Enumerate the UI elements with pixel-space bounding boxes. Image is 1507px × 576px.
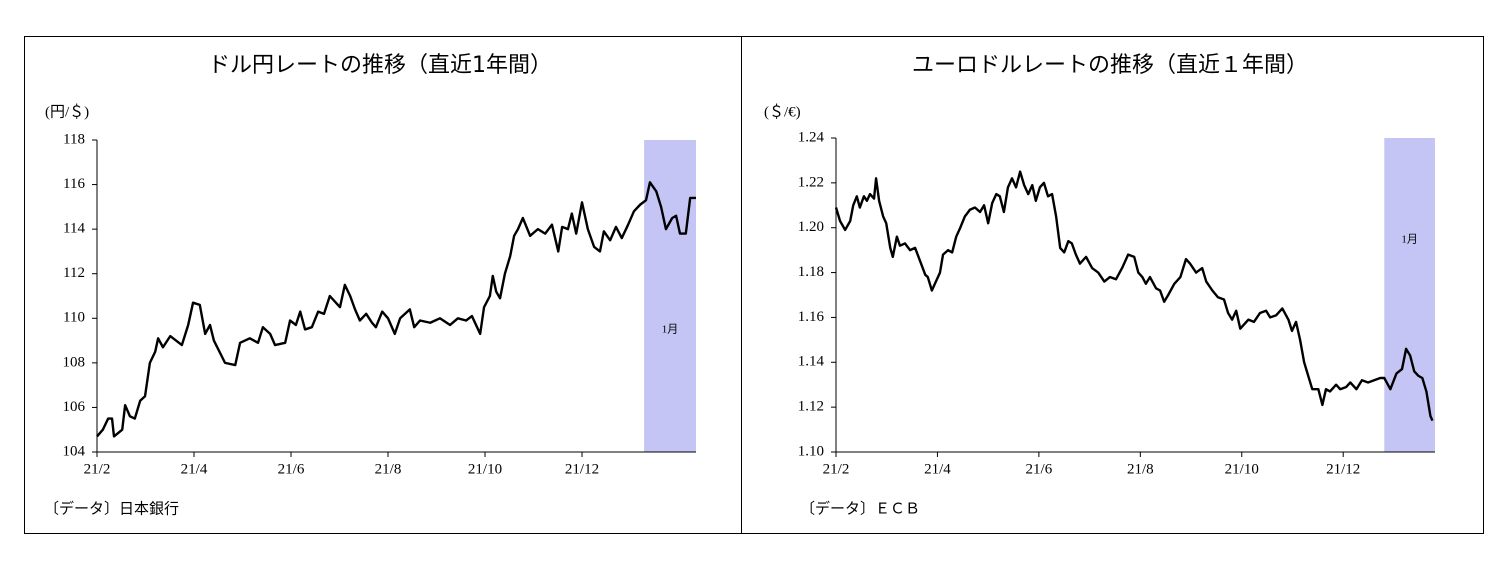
y-tick-label: 106 [63, 399, 86, 415]
y-tick-label: 1.14 [798, 354, 825, 370]
y-tick-label: 1.22 [798, 174, 824, 190]
y-tick-label: 112 [63, 265, 85, 281]
highlight-band [644, 140, 696, 452]
x-tick-label: 21/6 [278, 461, 305, 477]
x-tick-label: 21/4 [924, 461, 951, 477]
source-note: 〔データ〕ＥＣＢ [800, 499, 920, 517]
chart-title: ユーロドルレートの推移（直近１年間） [912, 53, 1308, 78]
y-tick-label: 110 [63, 310, 85, 326]
price-line [96, 181, 696, 438]
x-tick-label: 21/8 [375, 461, 402, 477]
highlight-label: 1月 [1401, 234, 1418, 246]
y-tick-label: 1.24 [798, 129, 825, 145]
x-tick-label: 21/6 [1026, 461, 1053, 477]
chart-title: ドル円レートの推移（直近1年間） [208, 53, 552, 78]
y-tick-label: 1.10 [798, 443, 824, 459]
x-tick-label: 21/2 [823, 461, 850, 477]
unit-label: (＄/€) [764, 103, 801, 120]
y-tick-label: 114 [63, 221, 85, 237]
unit-label: (円/＄) [45, 103, 89, 120]
y-tick-label: 104 [63, 443, 86, 459]
price-line [834, 170, 1434, 422]
y-tick-label: 118 [63, 131, 85, 147]
panel-border [741, 36, 1484, 534]
source-note: 〔データ〕日本銀行 [44, 499, 179, 517]
y-tick-label: 1.12 [798, 399, 824, 415]
x-tick-label: 21/12 [565, 461, 599, 477]
x-tick-label: 21/12 [1326, 461, 1360, 477]
y-tick-label: 116 [63, 176, 85, 192]
x-tick-label: 21/2 [84, 461, 111, 477]
y-tick-label: 1.16 [798, 309, 825, 325]
x-tick-label: 21/10 [1225, 461, 1259, 477]
panel-border [24, 36, 742, 534]
highlight-label: 1月 [662, 324, 679, 336]
x-tick-label: 21/4 [181, 461, 208, 477]
y-tick-label: 1.18 [798, 264, 824, 280]
y-tick-label: 1.20 [798, 219, 824, 235]
y-tick-label: 108 [63, 354, 86, 370]
x-tick-label: 21/8 [1127, 461, 1154, 477]
x-tick-label: 21/10 [468, 461, 502, 477]
